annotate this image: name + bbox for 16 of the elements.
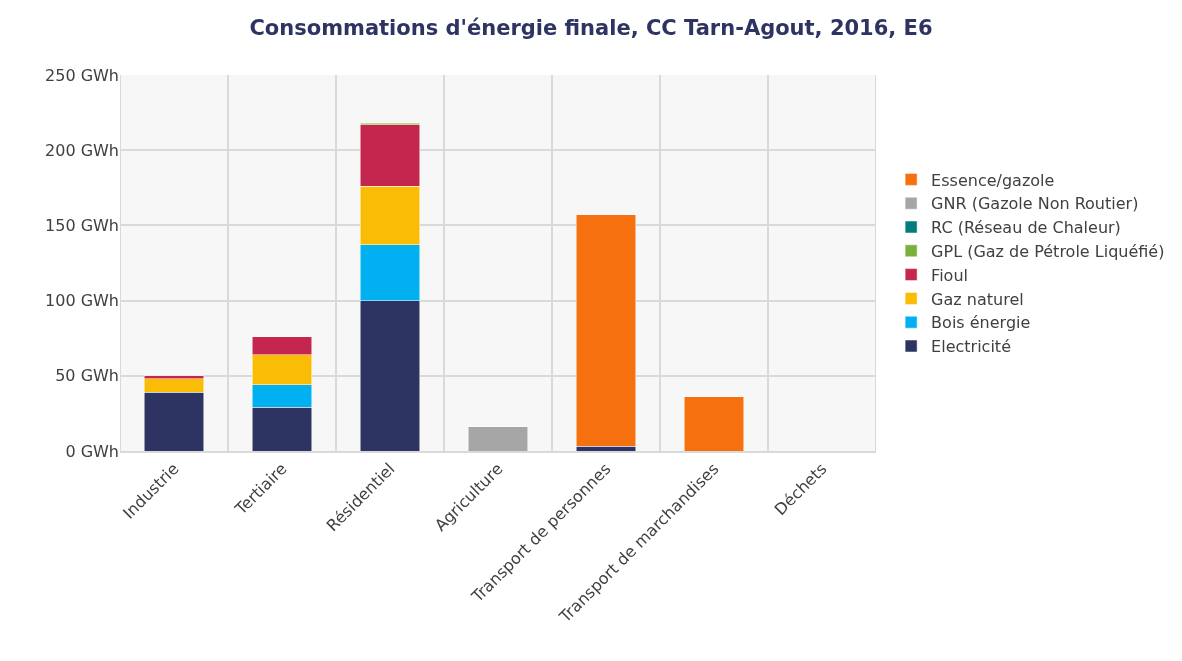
y-tick-label: 200 GWh — [45, 140, 119, 160]
legend-label: Bois énergie — [931, 313, 1031, 333]
y-tick-label: 150 GWh — [45, 216, 119, 235]
y-tick-label: 250 GWh — [45, 65, 119, 85]
legend-label: GNR (Gazole Non Routier) — [931, 194, 1139, 214]
legend-label: Essence/gazole — [931, 170, 1055, 190]
legend-label: Gaz naturel — [931, 289, 1024, 309]
legend-label: Fioul — [931, 265, 968, 285]
legend-label: Electricité — [931, 337, 1011, 357]
y-tick-label: 100 GWh — [45, 291, 119, 311]
legend-label: GPL (Gaz de Pétrole Liquéfié) — [931, 242, 1165, 262]
legend-label: RC (Réseau de Chaleur) — [931, 218, 1121, 238]
chart-title: Consommations d'énergie finale, CC Tarn-Agout, 2016, E6 — [249, 15, 933, 40]
y-tick-label: 50 GWh — [55, 366, 119, 386]
y-tick-label: 0 GWh — [65, 441, 119, 461]
bar — [576, 214, 636, 447]
